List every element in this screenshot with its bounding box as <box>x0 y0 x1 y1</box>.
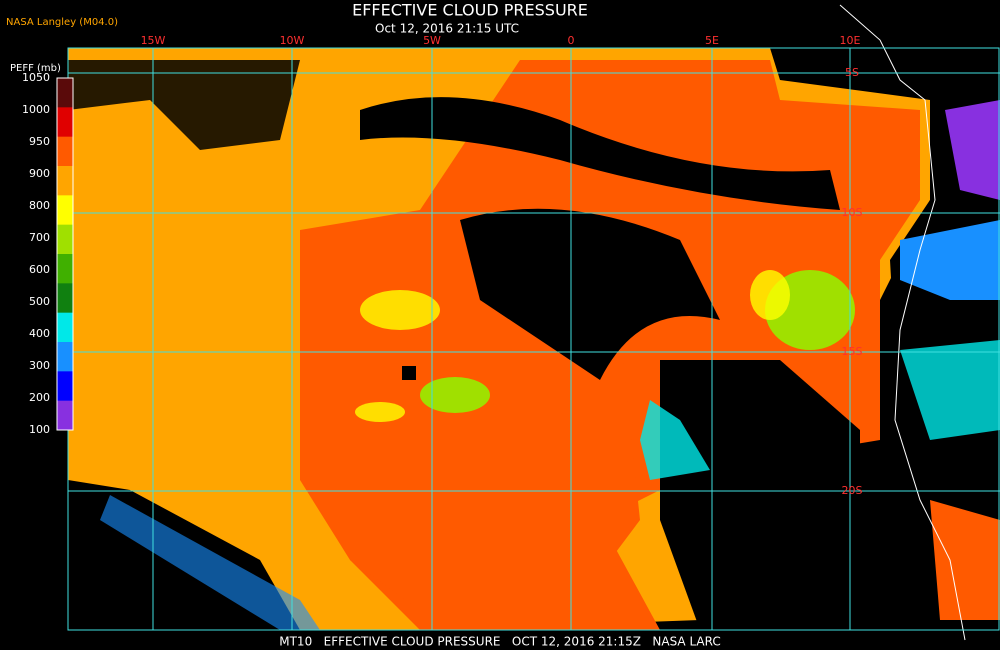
colorbar-tick-label: 950 <box>29 135 50 148</box>
colorbar-tick-label: 1050 <box>22 71 50 84</box>
colorbar-segment <box>57 166 73 196</box>
colorbar-tick-label: 200 <box>29 391 50 404</box>
longitude-label: 5W <box>423 34 441 47</box>
latitude-label: 20S <box>842 484 863 497</box>
colorbar-tick-label: 400 <box>29 327 50 340</box>
colorbar-segment <box>57 195 73 226</box>
colorbar-tick-label: 300 <box>29 359 50 372</box>
longitude-label: 10E <box>840 34 861 47</box>
colorbar-tick-label: 900 <box>29 167 50 180</box>
longitude-label: 5E <box>705 34 719 47</box>
colorbar-label: PEFF (mb) <box>10 63 61 74</box>
colorbar-tick-label: 1000 <box>22 103 50 116</box>
colorbar-tick-label: 500 <box>29 295 50 308</box>
graticule-labels: 15W 10W 5W 0 5E 10E 5S 10S 15S 20S <box>141 34 863 497</box>
colorbar-tick-label: 800 <box>29 199 50 212</box>
colorbar-segment <box>57 312 73 343</box>
timestamp: Oct 12, 2016 21:15 UTC <box>375 22 519 36</box>
title: EFFECTIVE CLOUD PRESSURE <box>352 1 588 20</box>
longitude-label: 0 <box>568 34 575 47</box>
colorbar-segment <box>57 283 73 314</box>
longitude-label: 15W <box>141 34 166 47</box>
colorbar-segment <box>57 371 73 402</box>
colorbar-segment <box>57 342 73 372</box>
latitude-label: 5S <box>845 66 859 79</box>
colorbar-tick-label: 700 <box>29 231 50 244</box>
latitude-label: 10S <box>842 206 863 219</box>
colorbar-segment <box>57 107 73 138</box>
colorbar: 1050 1000 950 900 800 700 600 500 400 300 200 100 <box>22 71 74 436</box>
colorbar-segment <box>57 400 73 431</box>
cloud-field <box>68 4 1000 641</box>
colorbar-segment <box>57 78 73 108</box>
colorbar-frame <box>56 77 74 431</box>
latitude-label: 15S <box>842 345 863 358</box>
colorbar-tick-label: 100 <box>29 423 50 436</box>
colorbar-segment <box>57 254 73 284</box>
colorbar-segment <box>57 224 73 255</box>
footer: MT10 EFFECTIVE CLOUD PRESSURE OCT 12, 20… <box>279 635 720 649</box>
producer: NASA Langley (M04.0) <box>6 17 118 28</box>
colorbar-tick-label: 600 <box>29 263 50 276</box>
colorbar-segment <box>57 136 73 167</box>
longitude-label: 10W <box>280 34 305 47</box>
